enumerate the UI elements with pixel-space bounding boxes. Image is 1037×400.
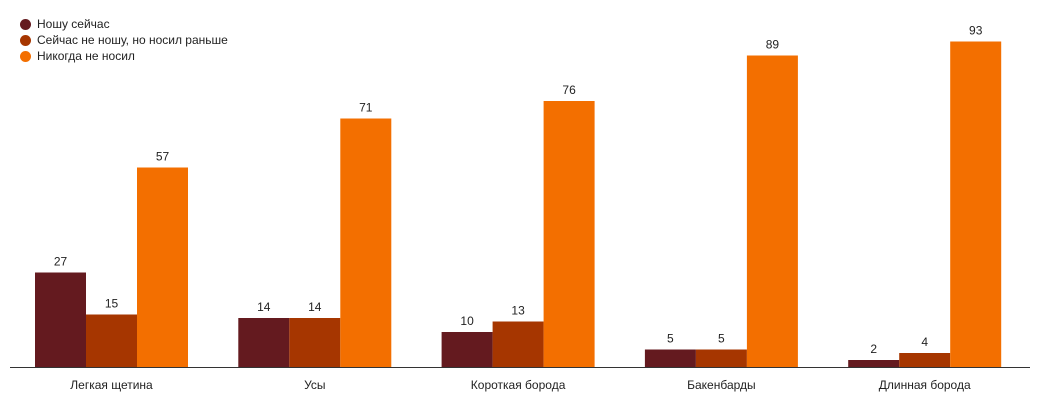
bar-s0-c4 xyxy=(848,360,900,367)
bar-s2-c0 xyxy=(137,167,188,367)
legend-item-current: Ношу сейчас xyxy=(20,16,228,32)
bar-s2-c2 xyxy=(543,101,595,367)
data-label-s1-c4: 4 xyxy=(921,335,928,349)
data-label-s1-c2: 13 xyxy=(511,304,525,318)
category-label-1: Усы xyxy=(304,378,325,392)
legend-swatch-current xyxy=(20,18,31,30)
data-label-s2-c1: 71 xyxy=(359,101,373,115)
chart-legend: Ношу сейчас Сейчас не ношу, но носил ран… xyxy=(20,16,228,64)
bar-s1-c1 xyxy=(289,318,341,367)
bar-s0-c2 xyxy=(441,332,493,367)
data-label-s0-c4: 2 xyxy=(870,342,877,356)
bar-s0-c0 xyxy=(35,272,86,367)
category-label-2: Короткая борода xyxy=(471,378,566,392)
legend-item-never: Никогда не носил xyxy=(20,48,228,64)
bar-s1-c3 xyxy=(695,349,747,367)
labels-layer: 27 15 57 Легкая щетина 14 14 71 Усы 10 13 76 Коротк… xyxy=(54,24,983,393)
legend-item-former: Сейчас не ношу, но носил раньше xyxy=(20,32,228,48)
category-label-0: Легкая щетина xyxy=(70,378,153,392)
data-label-s1-c1: 14 xyxy=(308,300,322,314)
data-label-s0-c1: 14 xyxy=(257,300,271,314)
data-label-s1-c3: 5 xyxy=(718,332,725,346)
category-label-4: Длинная борода xyxy=(879,378,971,392)
bar-s1-c2 xyxy=(492,321,544,367)
data-label-s1-c0: 15 xyxy=(105,297,119,311)
legend-swatch-former xyxy=(20,34,31,46)
legend-swatch-never xyxy=(20,50,31,62)
legend-label-former: Сейчас не ношу, но носил раньше xyxy=(37,33,228,47)
bar-s2-c1 xyxy=(340,118,392,367)
data-label-s0-c0: 27 xyxy=(54,255,68,269)
bar-s0-c1 xyxy=(238,318,290,367)
legend-label-never: Никогда не носил xyxy=(37,49,135,63)
bar-s0-c3 xyxy=(644,349,696,367)
bar-s1-c4 xyxy=(899,353,951,367)
data-label-s2-c3: 89 xyxy=(766,38,780,52)
data-label-s0-c2: 10 xyxy=(460,314,474,328)
bar-s1-c0 xyxy=(86,314,137,367)
data-label-s2-c2: 76 xyxy=(562,83,576,97)
bars-layer xyxy=(35,41,1002,367)
category-label-3: Бакенбарды xyxy=(687,378,756,392)
legend-label-current: Ношу сейчас xyxy=(37,17,110,31)
data-label-s2-c0: 57 xyxy=(156,150,170,164)
bar-s2-c3 xyxy=(746,55,798,367)
bar-s2-c4 xyxy=(950,41,1002,367)
data-label-s0-c3: 5 xyxy=(667,332,674,346)
data-label-s2-c4: 93 xyxy=(969,24,983,38)
